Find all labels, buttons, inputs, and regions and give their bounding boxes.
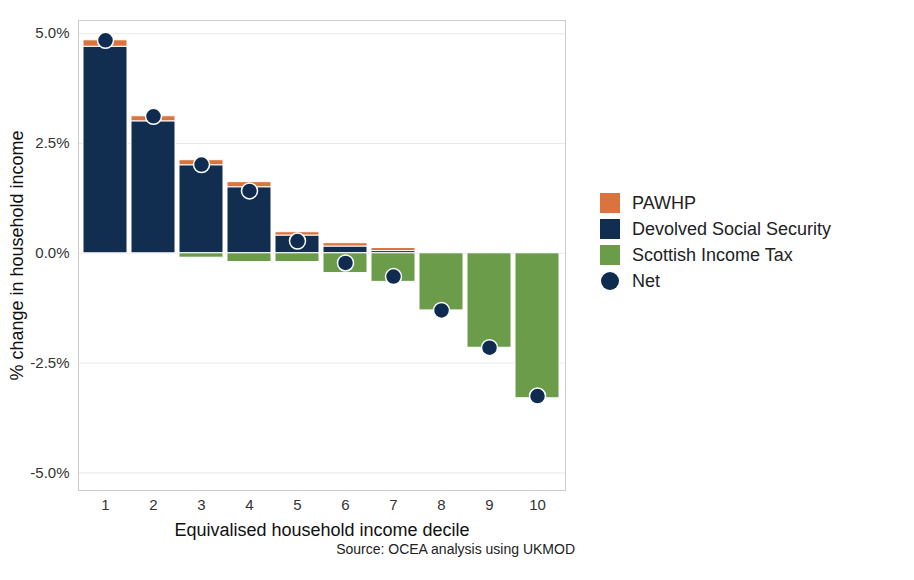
svg-text:3: 3 xyxy=(197,496,205,513)
svg-text:0.0%: 0.0% xyxy=(35,244,69,261)
svg-text:2.5%: 2.5% xyxy=(35,134,69,151)
svg-text:% change in household income: % change in household income xyxy=(7,130,27,380)
svg-text:7: 7 xyxy=(389,496,397,513)
svg-text:6: 6 xyxy=(341,496,349,513)
html-text:Devolved Social Security: Devolved Social Security xyxy=(632,218,832,239)
svg-text:5: 5 xyxy=(293,496,301,513)
svg-text:4: 4 xyxy=(245,496,253,513)
html-text:Scottish Income Tax: Scottish Income Tax xyxy=(632,244,793,265)
svg-text:Equivalised household income d: Equivalised household income decile xyxy=(174,520,469,540)
html-text:Net: Net xyxy=(632,270,660,291)
svg-text:-2.5%: -2.5% xyxy=(30,354,69,371)
svg-text:2: 2 xyxy=(149,496,157,513)
svg-text:1: 1 xyxy=(101,496,109,513)
svg-text:8: 8 xyxy=(437,496,445,513)
svg-text:9: 9 xyxy=(485,496,493,513)
svg-text:10: 10 xyxy=(529,496,546,513)
html-text:PAWHP: PAWHP xyxy=(632,192,696,213)
svg-text:5.0%: 5.0% xyxy=(35,24,69,41)
html-text:Source: OCEA analysis using UK: Source: OCEA analysis using UKMOD xyxy=(336,541,575,557)
svg-text:-5.0%: -5.0% xyxy=(30,464,69,481)
